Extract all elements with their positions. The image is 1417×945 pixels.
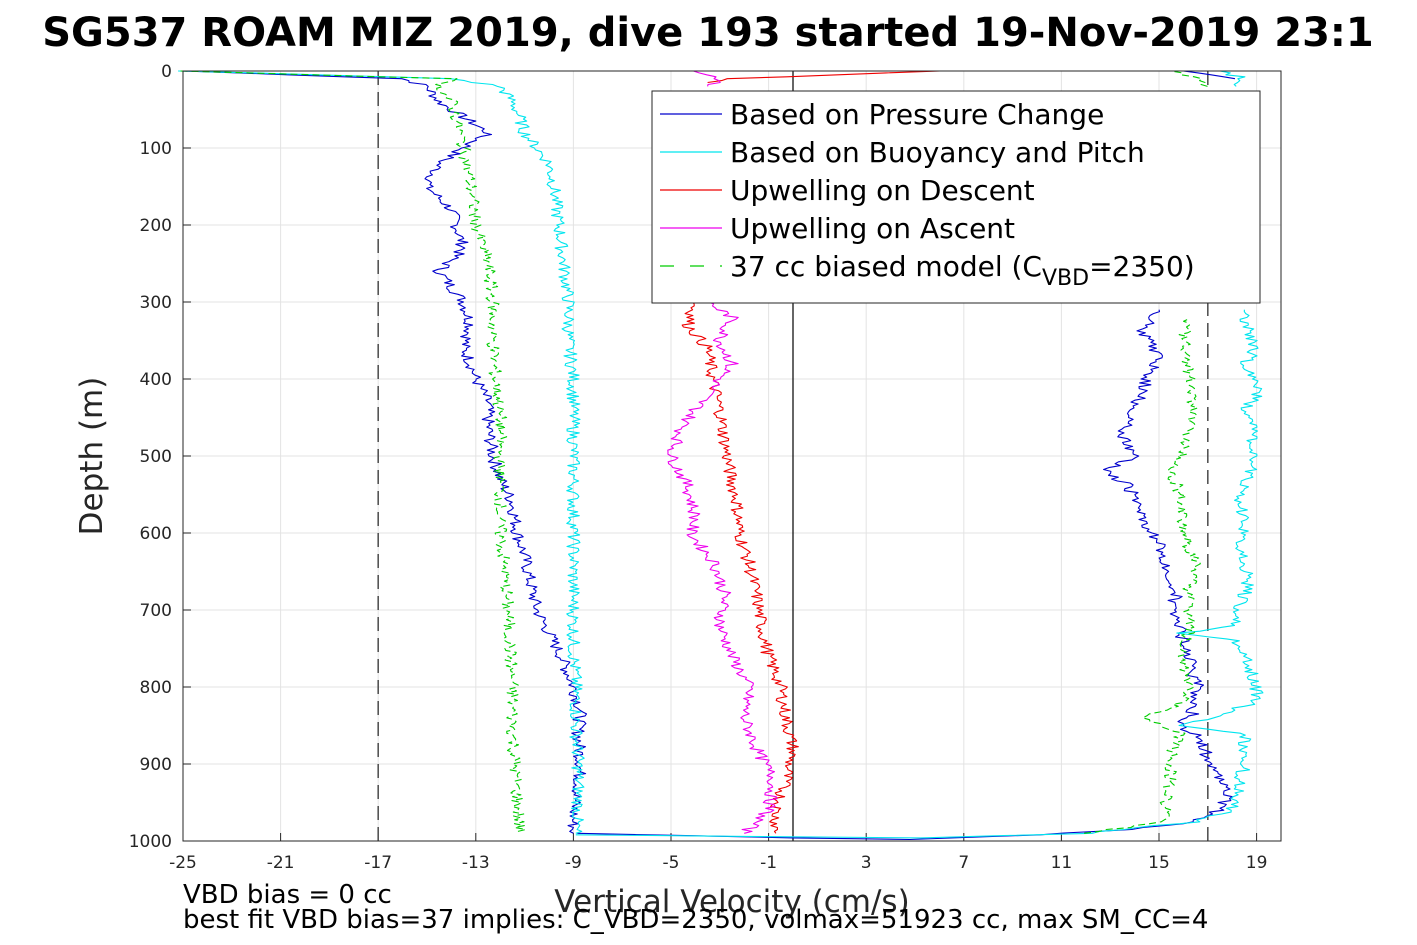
series-line bbox=[182, 70, 588, 834]
x-tick-label: -13 bbox=[462, 853, 490, 873]
y-tick-label: 100 bbox=[140, 139, 172, 159]
series-line bbox=[693, 70, 721, 87]
series-line bbox=[180, 70, 527, 834]
plot-frame bbox=[182, 70, 1282, 842]
series-line bbox=[1183, 70, 1236, 80]
series-line bbox=[681, 301, 799, 834]
series-line bbox=[1084, 317, 1201, 834]
y-tick-label: 700 bbox=[140, 601, 172, 621]
series-group bbox=[178, 70, 1264, 841]
legend-entry-label: Upwelling on Ascent bbox=[730, 212, 1015, 245]
legend-box bbox=[651, 90, 1261, 304]
y-tick-label: 400 bbox=[140, 370, 172, 390]
series-line bbox=[707, 70, 940, 84]
legend-entry-label: Based on Buoyancy and Pitch bbox=[730, 136, 1145, 169]
legend-entry-label: Upwelling on Descent bbox=[730, 174, 1035, 207]
y-tick-label: 800 bbox=[140, 678, 172, 698]
y-tick-label: 200 bbox=[140, 216, 172, 236]
legend-entry-label: Based on Pressure Change bbox=[730, 98, 1104, 131]
legend-entry-label: 37 cc biased model (CVBD=2350) bbox=[730, 250, 1195, 291]
x-tick-label: -9 bbox=[565, 853, 582, 873]
series-line bbox=[1219, 70, 1246, 87]
x-tick-label: 7 bbox=[958, 853, 969, 873]
footer-line-2: best fit VBD bias=37 implies: C_VBD=2350… bbox=[183, 905, 1208, 935]
x-tick-label: 3 bbox=[861, 853, 872, 873]
y-tick-label: 1000 bbox=[129, 832, 172, 852]
x-tick-label: 11 bbox=[1051, 853, 1073, 873]
x-tick-label: -1 bbox=[760, 853, 777, 873]
x-tick-labels: -25 -21 -17 -13 -9 -5 -1 3 7 11 15 19 bbox=[169, 853, 1267, 873]
y-tick-label: 0 bbox=[161, 62, 172, 82]
y-tick-label: 600 bbox=[140, 524, 172, 544]
footer-line-1: VBD bias = 0 cc bbox=[183, 880, 392, 910]
x-tick-label: -17 bbox=[364, 853, 392, 873]
chart-title: SG537 ROAM MIZ 2019, dive 193 started 19… bbox=[42, 10, 1374, 56]
x-tick-label: 19 bbox=[1246, 853, 1268, 873]
x-tick-label: -25 bbox=[169, 853, 197, 873]
x-tick-label: 15 bbox=[1148, 853, 1170, 873]
legend: Based on Pressure Change Based on Buoyanc… bbox=[651, 90, 1261, 304]
x-tick-label: -5 bbox=[663, 853, 680, 873]
series-line bbox=[667, 301, 778, 834]
y-tick-label: 900 bbox=[140, 755, 172, 775]
x-axis-label: Vertical Velocity (cm/s) bbox=[554, 884, 909, 920]
y-tick-label: 500 bbox=[140, 447, 172, 467]
y-tick-label: 300 bbox=[140, 293, 172, 313]
series-line bbox=[575, 309, 1264, 839]
y-tick-labels: 0 100 200 300 400 500 600 700 800 900 1000 bbox=[129, 62, 172, 852]
y-axis-label: Depth (m) bbox=[74, 377, 110, 536]
series-line bbox=[178, 70, 585, 834]
x-tick-label: -21 bbox=[267, 853, 295, 873]
series-line bbox=[577, 309, 1233, 841]
